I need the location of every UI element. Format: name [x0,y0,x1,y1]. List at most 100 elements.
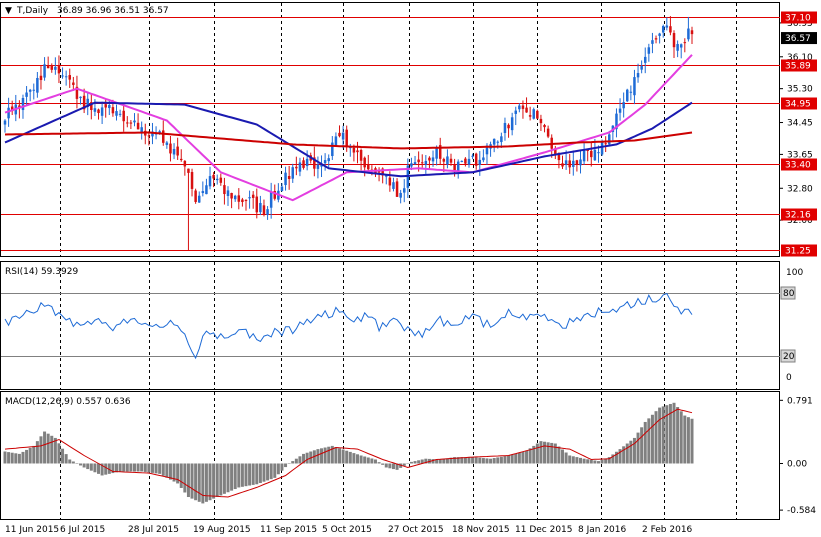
macd-histogram-bar[interactable] [388,463,392,469]
candle-body[interactable] [665,25,669,28]
macd-histogram-bar[interactable] [233,463,237,490]
candle-body[interactable] [226,190,230,196]
candle-body[interactable] [395,181,399,197]
candle-body[interactable] [133,120,136,123]
macd-histogram-bar[interactable] [445,458,449,464]
candle-body[interactable] [593,149,597,161]
macd-histogram-bar[interactable] [607,457,611,464]
macd-histogram-bar[interactable] [507,455,511,464]
candle-body[interactable] [568,160,571,168]
candle-body[interactable] [338,132,341,137]
candle-body[interactable] [158,131,161,133]
candle-body[interactable] [118,113,122,115]
macd-histogram-bar[interactable] [255,463,259,485]
candle-body[interactable] [259,202,262,213]
candle-body[interactable] [208,176,212,187]
macd-histogram-bar[interactable] [39,436,43,464]
macd-histogram-bar[interactable] [75,463,79,464]
candle-body[interactable] [205,185,208,195]
macd-histogram-bar[interactable] [190,463,194,499]
macd-histogram-bar[interactable] [564,452,568,464]
candle-body[interactable] [122,110,125,122]
macd-histogram-bar[interactable] [485,458,489,464]
macd-histogram-bar[interactable] [237,463,241,488]
candle-body[interactable] [43,64,46,78]
macd-histogram-bar[interactable] [165,463,169,478]
candle-body[interactable] [485,145,489,155]
macd-histogram-bar[interactable] [525,450,529,464]
macd-histogram-bar[interactable] [672,402,676,464]
macd-histogram-bar[interactable] [68,459,72,464]
macd-histogram-bar[interactable] [424,458,428,464]
macd-histogram-bar[interactable] [632,437,636,464]
macd-histogram-bar[interactable] [589,459,593,464]
macd-histogram-bar[interactable] [43,431,47,464]
candle-body[interactable] [679,44,683,48]
candle-body[interactable] [564,160,568,165]
macd-histogram-bar[interactable] [571,456,575,464]
macd-histogram-bar[interactable] [532,445,536,464]
macd-histogram-bar[interactable] [204,463,208,502]
macd-histogram-bar[interactable] [384,463,388,468]
candle-body[interactable] [187,168,190,173]
macd-histogram-bar[interactable] [489,458,493,464]
macd-histogram-bar[interactable] [154,463,158,474]
macd-histogram-bar[interactable] [287,463,291,464]
candle-body[interactable] [392,182,395,189]
macd-histogram-bar[interactable] [409,461,413,464]
macd-histogram-bar[interactable] [366,457,370,464]
candle-body[interactable] [21,98,25,111]
candle-body[interactable] [345,129,348,148]
candle-body[interactable] [291,167,294,179]
macd-histogram-bar[interactable] [17,453,21,464]
macd-histogram-bar[interactable] [650,414,654,464]
candle-body[interactable] [669,26,672,33]
macd-histogram-bar[interactable] [158,463,162,474]
macd-histogram-bar[interactable] [381,463,385,465]
candle-body[interactable] [399,192,402,198]
candle-body[interactable] [561,163,564,167]
macd-histogram-bar[interactable] [291,461,295,464]
macd-histogram-bar[interactable] [679,411,683,464]
macd-histogram-bar[interactable] [647,418,651,464]
macd-histogram-bar[interactable] [377,462,381,464]
candle-body[interactable] [672,33,676,48]
candle-body[interactable] [471,155,474,157]
macd-histogram-bar[interactable] [115,463,119,473]
macd-histogram-bar[interactable] [183,463,187,493]
macd-histogram-bar[interactable] [550,442,554,464]
macd-histogram-bar[interactable] [111,463,115,474]
macd-histogram-bar[interactable] [683,415,687,464]
candle-body[interactable] [442,158,446,162]
macd-histogram-bar[interactable] [125,463,129,472]
macd-histogram-bar[interactable] [118,463,122,472]
macd-histogram-bar[interactable] [21,451,25,464]
candle-body[interactable] [179,158,183,161]
candle-body[interactable] [140,127,143,133]
moving-average-slow[interactable] [4,131,693,150]
candle-body[interactable] [618,108,622,113]
candle-body[interactable] [79,96,82,99]
macd-histogram-bar[interactable] [280,463,284,471]
candle-body[interactable] [554,148,557,155]
candle-body[interactable] [10,106,14,112]
macd-histogram-bar[interactable] [334,447,338,464]
macd-histogram-bar[interactable] [676,407,680,464]
candle-body[interactable] [61,75,64,77]
macd-histogram-bar[interactable] [201,463,205,504]
rsi-line[interactable] [4,292,693,360]
candle-body[interactable] [223,185,226,195]
candle-body[interactable] [367,164,370,170]
macd-histogram-bar[interactable] [611,454,615,464]
candle-body[interactable] [525,107,528,113]
macd-histogram-bar[interactable] [578,457,582,464]
macd-histogram-bar[interactable] [449,457,453,464]
candle-body[interactable] [262,205,266,215]
macd-histogram-bar[interactable] [50,435,54,464]
macd-histogram-bar[interactable] [316,449,320,464]
macd-histogram-bar[interactable] [147,463,151,473]
macd-histogram-bar[interactable] [557,446,561,464]
macd-histogram-bar[interactable] [395,463,399,470]
macd-histogram-bar[interactable] [503,456,507,464]
